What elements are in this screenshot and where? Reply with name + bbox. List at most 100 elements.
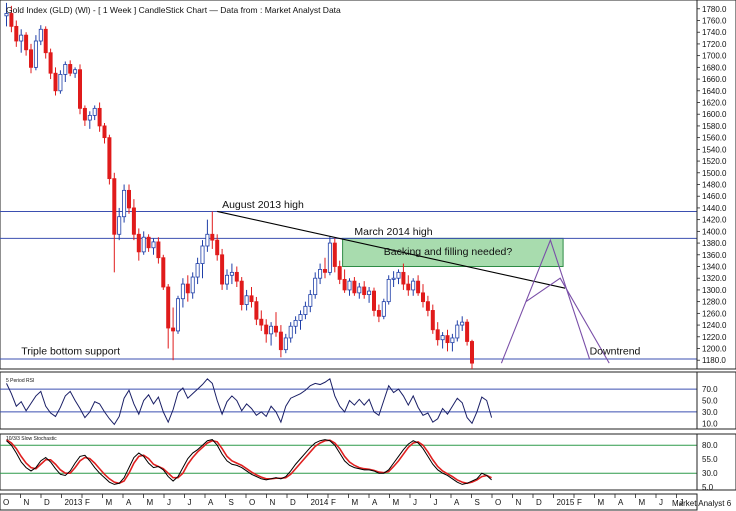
candle-body — [53, 72, 58, 92]
price-tick-label: 1760.0 — [702, 17, 727, 26]
annotation-label: Triple bottom support — [21, 345, 120, 357]
candle-body — [381, 301, 386, 317]
price-tick-label: 1420.0 — [702, 216, 727, 225]
candle-body — [180, 283, 185, 300]
candle-body — [210, 233, 215, 241]
candle-body — [465, 321, 470, 342]
candle-body — [78, 69, 83, 109]
candle-body — [440, 335, 445, 341]
rsi-label: 5 Period RSI — [6, 378, 34, 384]
price-tick-label: 1380.0 — [702, 239, 727, 248]
candle-body — [450, 337, 455, 344]
candle-body — [430, 310, 435, 331]
price-axis-frame — [696, 0, 736, 370]
candle-body — [264, 324, 269, 335]
candle-body — [156, 241, 161, 259]
candle-body — [185, 283, 190, 294]
candle-body — [4, 13, 9, 17]
candle-body — [332, 242, 337, 267]
rsi-line — [6, 378, 493, 426]
candle-body — [82, 107, 87, 121]
candle-body — [396, 271, 401, 279]
candle-body — [127, 189, 132, 209]
candle-body — [249, 295, 254, 303]
price-tick-label: 1340.0 — [702, 263, 727, 272]
candle-body — [9, 13, 14, 27]
candle-body — [337, 266, 342, 280]
candle-body — [117, 216, 122, 235]
candle-body — [425, 301, 430, 311]
annotation-label: August 2013 high — [222, 199, 304, 211]
rsi-tick-label: 70.0 — [702, 385, 718, 394]
candle-body — [327, 242, 332, 273]
time-tick-label: N — [270, 498, 276, 507]
time-tick-label: J — [167, 498, 171, 507]
candle-body — [298, 314, 303, 321]
candle-body — [24, 34, 29, 51]
candle-body — [278, 331, 283, 351]
candle-body — [322, 269, 327, 273]
price-tick-label: 1720.0 — [702, 40, 727, 49]
rsi-plot-frame — [0, 371, 698, 430]
chart-title: Gold Index (GLD) (Wl) - [ 1 Week ] Candl… — [6, 5, 341, 15]
projection-line — [525, 277, 610, 364]
price-tick-label: 1660.0 — [702, 75, 727, 84]
candle-body — [19, 34, 24, 42]
stochastic-label: 10/3/3 Slow Stochastic — [6, 436, 57, 442]
rsi-axis: 70.0 50.0 30.0 10.0 — [696, 371, 736, 430]
candle-body — [136, 233, 141, 253]
candle-body — [318, 269, 323, 279]
time-tick-label: F — [331, 498, 336, 507]
candle-body — [131, 207, 136, 235]
time-tick-label: M — [106, 498, 113, 507]
candle-body — [239, 280, 244, 305]
candle-body — [460, 321, 465, 326]
price-tick-label: 1180.0 — [702, 356, 726, 365]
rsi-tick-label: 50.0 — [702, 397, 718, 406]
candle-body — [48, 52, 53, 74]
candle-body — [420, 292, 425, 303]
time-tick-label: M — [393, 498, 400, 507]
price-tick-label: 1220.0 — [702, 333, 727, 342]
candle-body — [362, 286, 367, 296]
candle-body — [445, 335, 450, 344]
candle-body — [367, 290, 372, 296]
price-tick-label: 1500.0 — [702, 169, 727, 178]
candle-body — [215, 239, 220, 256]
time-tick-label: J — [659, 498, 663, 507]
candle-body — [166, 286, 171, 329]
stochastic-tick-label: 30.0 — [702, 469, 718, 478]
candle-body — [273, 325, 278, 333]
time-tick-label: M — [598, 498, 605, 507]
candle-body — [58, 73, 63, 92]
price-axis: 1180.0 1200.0 1220.0 1240.0 1260.0 1280.0 1300… — [696, 0, 736, 370]
candle-body — [171, 327, 176, 332]
time-tick-label: A — [454, 498, 460, 507]
candle-body — [151, 241, 156, 249]
candle-body — [283, 337, 288, 351]
candle-body — [308, 294, 313, 307]
candle-body — [288, 325, 293, 339]
candle-body — [469, 341, 474, 364]
time-tick-label: S — [229, 498, 234, 507]
candles-group — [4, 2, 474, 369]
candle-body — [342, 278, 347, 291]
candle-body — [411, 280, 416, 291]
time-tick-label: 2014 — [311, 498, 329, 507]
annotation-label: Backing and filling needed? — [384, 246, 513, 258]
time-tick-label: N — [516, 498, 522, 507]
candle-body — [63, 64, 68, 75]
candle-body — [146, 236, 151, 249]
candle-body — [92, 107, 97, 116]
candle-body — [33, 40, 38, 68]
price-tick-label: 1640.0 — [702, 87, 727, 96]
price-tick-label: 1260.0 — [702, 309, 727, 318]
candle-body — [376, 310, 381, 317]
price-tick-label: 1620.0 — [702, 99, 727, 108]
rsi-tick-label: 10.0 — [702, 419, 718, 428]
price-tick-label: 1240.0 — [702, 321, 727, 330]
candle-body — [401, 271, 406, 285]
price-tick-label: 1200.0 — [702, 345, 727, 354]
